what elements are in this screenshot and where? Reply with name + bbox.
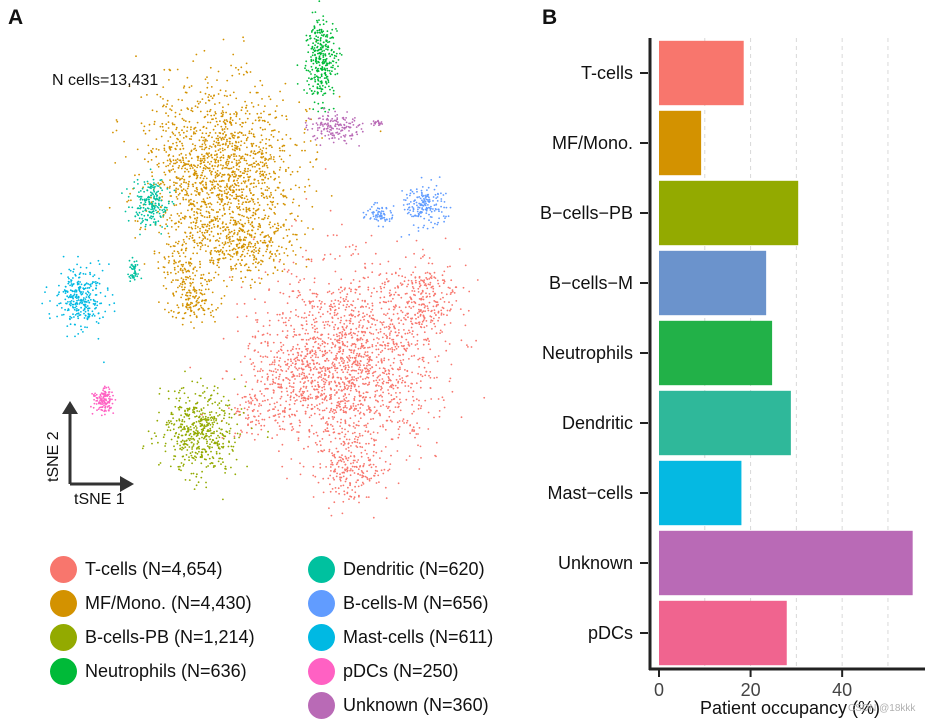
legend-item: MF/Mono. (N=4,430) <box>50 590 252 617</box>
legend-item: B-cells-PB (N=1,214) <box>50 624 255 651</box>
x-tick-label: 40 <box>832 680 852 700</box>
legend-label: B-cells-M (N=656) <box>343 593 489 613</box>
x-tick-label: 0 <box>654 680 664 700</box>
category-label: Dendritic <box>562 413 633 433</box>
tsne-points <box>41 0 486 519</box>
legend-item: Neutrophils (N=636) <box>50 658 247 685</box>
legend-item: B-cells-M (N=656) <box>308 590 489 617</box>
legend-label: T-cells (N=4,654) <box>85 559 223 579</box>
category-label: Neutrophils <box>542 343 633 363</box>
bar <box>659 600 787 666</box>
bar <box>659 320 773 386</box>
tsne-x-axis-label: tSNE 1 <box>74 491 125 508</box>
legend-label: Unknown (N=360) <box>343 695 489 715</box>
legend-label: MF/Mono. (N=4,430) <box>85 593 252 613</box>
x-tick-label: 20 <box>741 680 761 700</box>
legend-item: pDCs (N=250) <box>308 658 459 685</box>
category-label: T-cells <box>581 63 633 83</box>
legend-swatch <box>50 624 77 651</box>
legend-item: T-cells (N=4,654) <box>50 556 223 583</box>
legend-swatch <box>50 590 77 617</box>
panel-b-letter: B <box>542 6 558 29</box>
bar-axes <box>640 38 925 671</box>
bar-x-ticks: 0 20 40 <box>654 670 852 700</box>
bar-x-axis-label: Patient occupancy (%) <box>700 698 880 718</box>
category-label: B−cells−PB <box>540 203 633 223</box>
legend-label: Dendritic (N=620) <box>343 559 485 579</box>
bar <box>659 180 799 246</box>
legend-swatch <box>308 624 335 651</box>
panel-a-letter: A <box>8 6 24 29</box>
legend-swatch <box>50 556 77 583</box>
tsne-y-axis-label: tSNE 2 <box>45 431 62 482</box>
category-label: B−cells−M <box>549 273 633 293</box>
bar <box>659 110 702 176</box>
watermark: CSDN @18kkk <box>848 703 916 714</box>
legend-label: B-cells-PB (N=1,214) <box>85 627 255 647</box>
bar <box>659 40 744 106</box>
legend-label: Neutrophils (N=636) <box>85 661 247 681</box>
bar <box>659 250 767 316</box>
legend-swatch <box>308 658 335 685</box>
bar <box>659 530 913 596</box>
legend-swatch <box>308 556 335 583</box>
category-label: pDCs <box>588 623 633 643</box>
legend-label: pDCs (N=250) <box>343 661 459 681</box>
category-label: MF/Mono. <box>552 133 633 153</box>
legend-label: Mast-cells (N=611) <box>343 627 494 647</box>
category-label: Mast−cells <box>547 483 633 503</box>
bar <box>659 390 791 456</box>
legend-item: Mast-cells (N=611) <box>308 624 493 651</box>
legend-swatch <box>308 692 335 719</box>
legend-item: Unknown (N=360) <box>308 692 489 719</box>
category-label: Unknown <box>558 553 633 573</box>
bar-bars <box>659 40 913 666</box>
bar-category-labels: T-cells MF/Mono. B−cells−PB B−cells−M Neutro… <box>540 63 633 643</box>
bar <box>659 460 742 526</box>
legend-swatch <box>308 590 335 617</box>
tsne-axes-arrows <box>62 401 134 492</box>
n-cells-label: N cells=13,431 <box>52 72 159 89</box>
legend-swatch <box>50 658 77 685</box>
legend-item: Dendritic (N=620) <box>308 556 485 583</box>
